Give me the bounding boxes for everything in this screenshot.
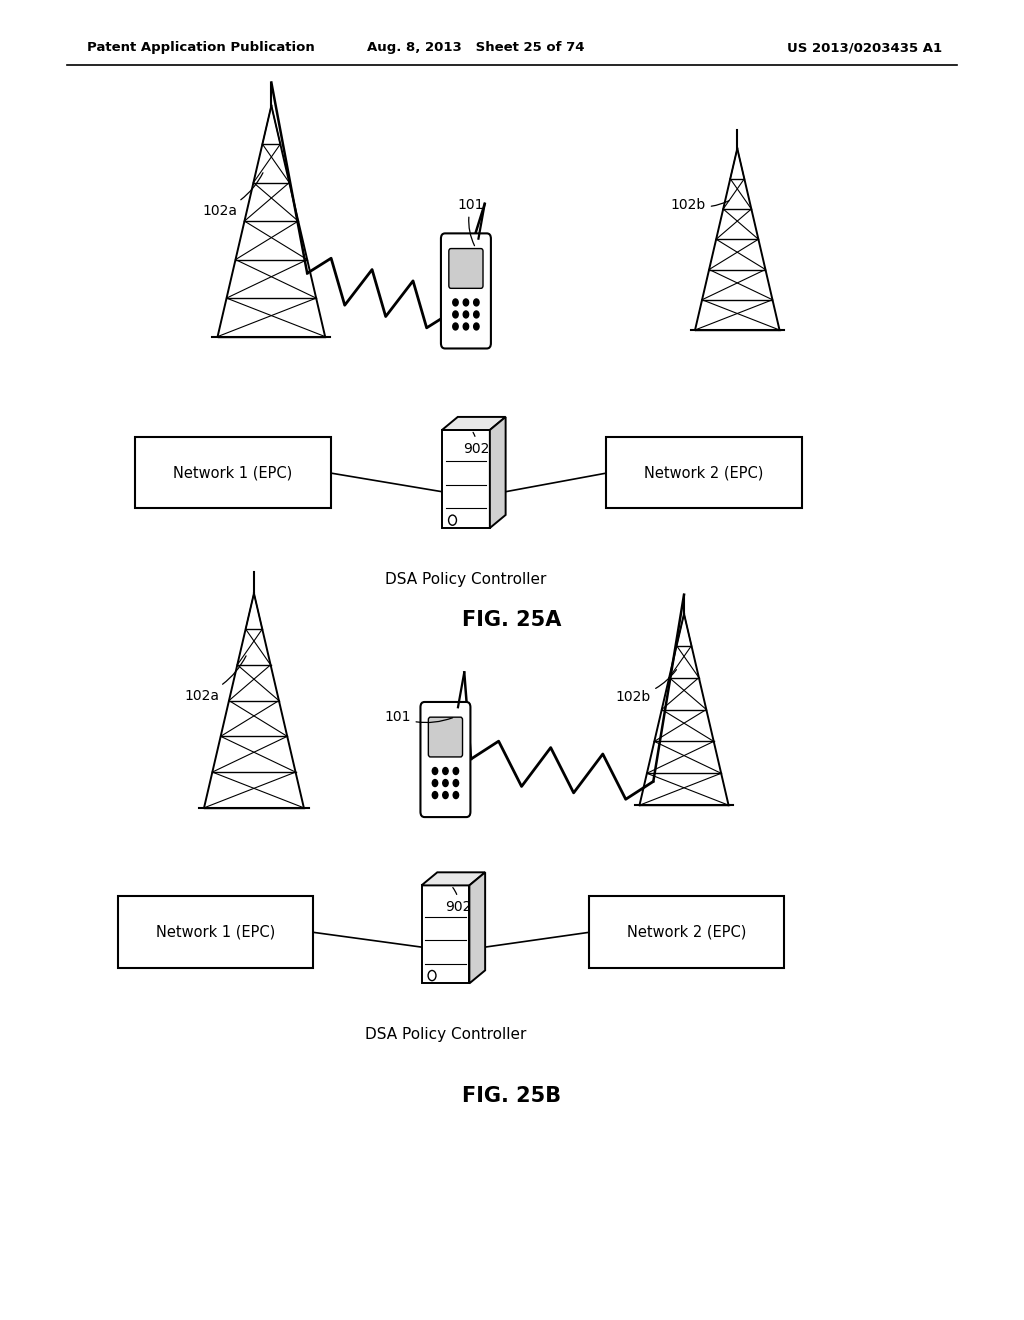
FancyBboxPatch shape: [421, 702, 470, 817]
FancyBboxPatch shape: [135, 437, 331, 508]
Circle shape: [453, 323, 458, 330]
FancyBboxPatch shape: [449, 248, 483, 288]
Circle shape: [428, 970, 436, 981]
Circle shape: [432, 792, 437, 799]
FancyBboxPatch shape: [606, 437, 802, 508]
Circle shape: [474, 323, 479, 330]
Circle shape: [449, 515, 457, 525]
Text: Network 1 (EPC): Network 1 (EPC): [173, 465, 293, 480]
Circle shape: [463, 312, 469, 318]
FancyBboxPatch shape: [118, 896, 313, 968]
Text: 101: 101: [458, 198, 484, 246]
FancyBboxPatch shape: [589, 896, 784, 968]
Polygon shape: [442, 430, 489, 528]
FancyBboxPatch shape: [428, 717, 463, 756]
Circle shape: [454, 780, 459, 787]
Text: 102b: 102b: [671, 198, 729, 211]
Text: 102a: 102a: [203, 173, 263, 218]
Text: DSA Policy Controller: DSA Policy Controller: [365, 1027, 526, 1041]
Text: 102a: 102a: [184, 656, 246, 702]
Polygon shape: [469, 873, 485, 983]
Text: Patent Application Publication: Patent Application Publication: [87, 41, 314, 54]
Text: FIG. 25B: FIG. 25B: [463, 1085, 561, 1106]
Circle shape: [463, 298, 469, 306]
Circle shape: [442, 792, 449, 799]
Circle shape: [432, 780, 437, 787]
Circle shape: [432, 767, 437, 775]
Polygon shape: [489, 417, 506, 528]
Circle shape: [474, 312, 479, 318]
Circle shape: [463, 323, 469, 330]
Circle shape: [442, 780, 449, 787]
Text: 902: 902: [445, 887, 472, 913]
Text: FIG. 25A: FIG. 25A: [462, 610, 562, 631]
Text: 902: 902: [463, 433, 489, 455]
Text: 101: 101: [384, 710, 453, 723]
Polygon shape: [422, 886, 469, 983]
Text: DSA Policy Controller: DSA Policy Controller: [385, 572, 547, 586]
Text: Network 2 (EPC): Network 2 (EPC): [627, 924, 746, 940]
Text: Network 1 (EPC): Network 1 (EPC): [156, 924, 275, 940]
Circle shape: [454, 792, 459, 799]
Text: Network 2 (EPC): Network 2 (EPC): [644, 465, 764, 480]
Circle shape: [442, 767, 449, 775]
Polygon shape: [442, 417, 506, 430]
FancyBboxPatch shape: [441, 234, 490, 348]
Circle shape: [453, 298, 458, 306]
Polygon shape: [422, 873, 485, 886]
Text: 102b: 102b: [615, 669, 677, 704]
Text: Aug. 8, 2013   Sheet 25 of 74: Aug. 8, 2013 Sheet 25 of 74: [368, 41, 585, 54]
Circle shape: [453, 312, 458, 318]
Text: US 2013/0203435 A1: US 2013/0203435 A1: [787, 41, 942, 54]
Circle shape: [474, 298, 479, 306]
Circle shape: [454, 767, 459, 775]
